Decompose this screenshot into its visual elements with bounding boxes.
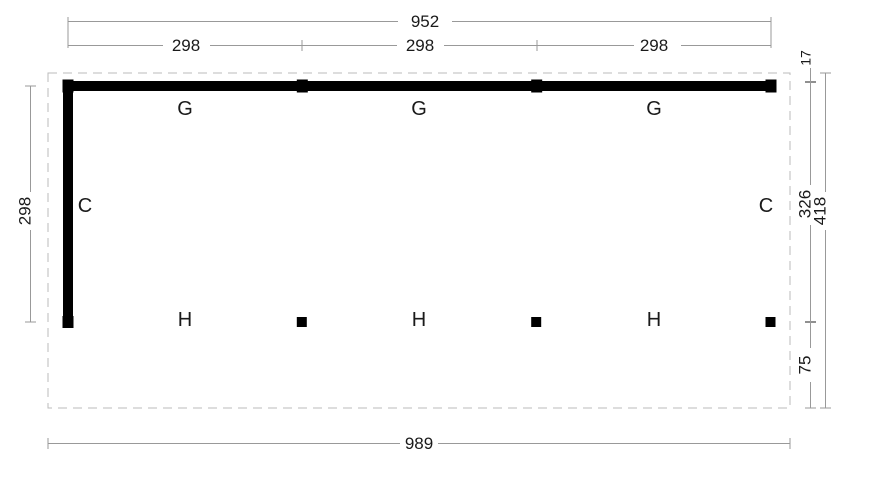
svg-text:H: H (647, 309, 661, 331)
svg-text:G: G (177, 98, 193, 120)
svg-text:G: G (646, 98, 662, 120)
svg-text:75: 75 (796, 356, 815, 375)
svg-text:298: 298 (406, 36, 434, 55)
svg-text:C: C (78, 195, 92, 217)
svg-text:H: H (178, 309, 192, 331)
svg-text:952: 952 (411, 12, 439, 31)
svg-text:G: G (411, 98, 427, 120)
svg-text:989: 989 (405, 434, 433, 453)
svg-text:298: 298 (16, 197, 35, 225)
svg-text:17: 17 (798, 50, 814, 66)
svg-text:C: C (759, 195, 773, 217)
svg-text:418: 418 (811, 197, 830, 225)
svg-text:H: H (412, 309, 426, 331)
svg-text:298: 298 (172, 36, 200, 55)
svg-text:298: 298 (640, 36, 668, 55)
